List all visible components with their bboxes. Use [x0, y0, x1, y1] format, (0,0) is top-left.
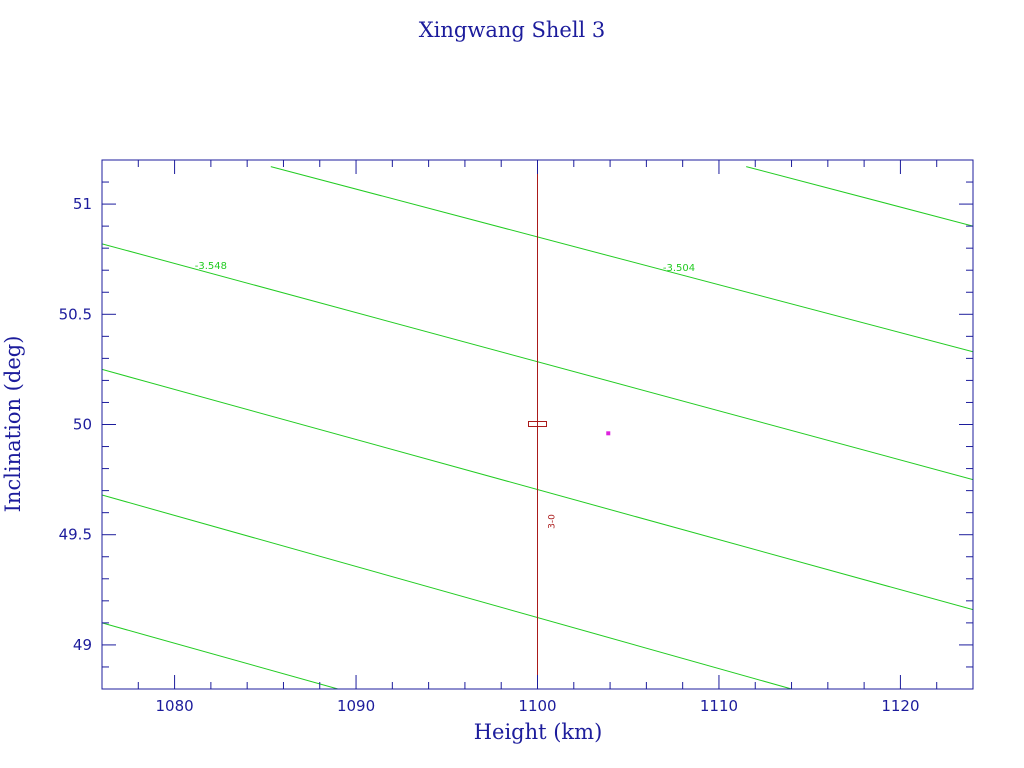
- contour-line-5: [270, 166, 973, 353]
- contour-line-1: [102, 622, 339, 689]
- x-axis-label: Height (km): [474, 720, 603, 744]
- contour-line-6: [746, 166, 973, 227]
- x-tick-label: 1120: [881, 697, 919, 715]
- y-tick-label: 51: [73, 195, 92, 213]
- reference-label: 3-0: [548, 514, 558, 529]
- contour-label-5: -3.504: [663, 263, 695, 274]
- y-tick-label: 50: [73, 416, 92, 434]
- x-tick-label: 1090: [337, 697, 375, 715]
- data-point-1: [606, 431, 611, 436]
- y-axis-label: Inclination (deg): [1, 336, 25, 513]
- y-tick-label: 49.5: [59, 526, 92, 544]
- x-tick-label: 1110: [700, 697, 738, 715]
- reference-box: [528, 421, 547, 427]
- y-tick-label: 50.5: [59, 305, 92, 323]
- chart-title: Xingwang Shell 3: [419, 18, 606, 42]
- x-tick-label: 1100: [518, 697, 556, 715]
- plot-area: -3.548 -3.504 3-0 1080 1090 1100 1110 1120 49 49.…: [59, 159, 974, 715]
- contour-label-4: -3.548: [195, 261, 227, 272]
- y-tick-label: 49: [73, 636, 92, 654]
- x-tick-label: 1080: [155, 697, 193, 715]
- contour-line-2: [102, 494, 792, 689]
